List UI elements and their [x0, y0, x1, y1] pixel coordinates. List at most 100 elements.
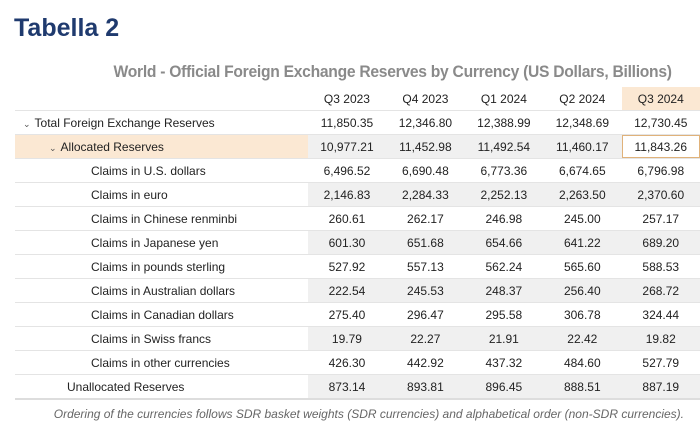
- row-label-text: Unallocated Reserves: [67, 379, 185, 394]
- row-label: Claims in Chinese renminbi: [15, 206, 308, 231]
- row-label: Claims in U.S. dollars: [15, 158, 308, 183]
- value-cell[interactable]: 12,730.45: [621, 110, 700, 135]
- table-row[interactable]: Claims in Swiss francs 19.79 22.27 21.91 22.…: [15, 326, 700, 351]
- row-label-text: Claims in euro: [91, 187, 168, 202]
- table-row[interactable]: Claims in Australian dollars 222.54 245.53…: [15, 278, 700, 303]
- value-cell[interactable]: 641.22: [543, 230, 622, 255]
- value-cell[interactable]: 6,674.65: [543, 158, 622, 183]
- value-cell[interactable]: 257.17: [621, 206, 700, 231]
- value-cell[interactable]: 2,284.33: [386, 182, 465, 207]
- footnote: Ordering of the currencies follows SDR b…: [53, 407, 684, 421]
- row-label-text: Claims in other currencies: [91, 355, 230, 370]
- value-cell[interactable]: 2,146.83: [307, 182, 387, 207]
- value-cell[interactable]: 12,348.69: [543, 110, 622, 135]
- row-label: Claims in pounds sterling: [15, 254, 308, 279]
- value-cell[interactable]: 6,773.36: [464, 158, 544, 183]
- value-cell[interactable]: 262.17: [386, 206, 465, 231]
- value-cell[interactable]: 6,690.48: [386, 158, 465, 183]
- row-label: Claims in other currencies: [15, 350, 308, 375]
- value-cell[interactable]: 11,452.98: [386, 134, 465, 159]
- value-cell[interactable]: 654.66: [464, 230, 544, 255]
- column-header[interactable]: Q1 2024: [480, 91, 527, 106]
- value-cell[interactable]: 2,370.60: [621, 182, 700, 207]
- value-cell[interactable]: 601.30: [307, 230, 387, 255]
- row-label-text: Claims in Australian dollars: [91, 283, 236, 298]
- row-label-text: Total Foreign Exchange Reserves: [34, 115, 215, 130]
- table-subtitle: World - Official Foreign Exchange Reserv…: [113, 62, 672, 81]
- column-header[interactable]: Q3 2024: [621, 87, 700, 111]
- value-cell[interactable]: 562.24: [464, 254, 544, 279]
- value-cell[interactable]: 11,460.17: [543, 134, 622, 159]
- value-cell[interactable]: 887.19: [621, 374, 700, 400]
- value-cell[interactable]: 248.37: [464, 278, 544, 303]
- table-row[interactable]: ⌄ Total Foreign Exchange Reserves 11,850.3…: [15, 110, 700, 135]
- value-cell[interactable]: 2,263.50: [543, 182, 622, 207]
- chevron-down-icon[interactable]: ⌄: [49, 142, 57, 153]
- column-header[interactable]: Q4 2023: [402, 91, 449, 106]
- value-cell[interactable]: 12,388.99: [464, 110, 544, 135]
- value-cell[interactable]: 256.40: [543, 278, 622, 303]
- value-cell[interactable]: 295.58: [464, 302, 544, 327]
- table-row[interactable]: Claims in euro 2,146.83 2,284.33 2,252.13 2,…: [15, 182, 700, 207]
- header-row: Q3 2023 Q4 2023 Q1 2024 Q2 2024 Q3 2024: [15, 87, 700, 111]
- value-cell[interactable]: 527.79: [621, 350, 700, 375]
- value-cell[interactable]: 22.27: [386, 326, 465, 351]
- value-cell[interactable]: 12,346.80: [386, 110, 465, 135]
- value-cell[interactable]: 245.53: [386, 278, 465, 303]
- chevron-down-icon[interactable]: ⌄: [23, 118, 31, 129]
- value-cell[interactable]: 306.78: [543, 302, 622, 327]
- row-label-text: Claims in U.S. dollars: [91, 163, 206, 178]
- value-cell[interactable]: 268.72: [621, 278, 700, 303]
- value-cell[interactable]: 260.61: [307, 206, 387, 231]
- row-label-text: Claims in Chinese renminbi: [91, 211, 238, 226]
- row-label-text: Claims in pounds sterling: [91, 259, 226, 274]
- value-cell[interactable]: 689.20: [621, 230, 700, 255]
- table-row[interactable]: Claims in Chinese renminbi 260.61 262.17 24…: [15, 206, 700, 231]
- value-cell[interactable]: 246.98: [464, 206, 544, 231]
- value-cell[interactable]: 11,492.54: [464, 134, 544, 159]
- table-row[interactable]: Unallocated Reserves 873.14 893.81 896.45 88…: [15, 374, 700, 400]
- row-label: Claims in euro: [15, 182, 308, 207]
- value-cell[interactable]: 222.54: [307, 278, 387, 303]
- value-cell[interactable]: 11,850.35: [307, 110, 387, 135]
- value-cell[interactable]: 896.45: [464, 374, 544, 400]
- column-header[interactable]: Q2 2024: [559, 91, 606, 106]
- value-cell[interactable]: 588.53: [621, 254, 700, 279]
- value-cell[interactable]: 2,252.13: [464, 182, 544, 207]
- table-row[interactable]: ⌄ Allocated Reserves 10,977.21 11,452.98 11,…: [15, 134, 700, 159]
- value-cell[interactable]: 19.82: [621, 326, 700, 351]
- value-cell[interactable]: 437.32: [464, 350, 544, 375]
- value-cell[interactable]: 442.92: [386, 350, 465, 375]
- value-cell[interactable]: 426.30: [307, 350, 387, 375]
- value-cell[interactable]: 6,496.52: [307, 158, 387, 183]
- value-cell[interactable]: 19.79: [307, 326, 387, 351]
- value-cell[interactable]: 10,977.21: [307, 134, 387, 159]
- row-label: Unallocated Reserves: [15, 374, 308, 400]
- row-label-text: Claims in Canadian dollars: [91, 307, 234, 322]
- value-cell[interactable]: 484.60: [543, 350, 622, 375]
- value-cell[interactable]: 21.91: [464, 326, 544, 351]
- table-row[interactable]: Claims in pounds sterling 527.92 557.13 562…: [15, 254, 700, 279]
- table-row[interactable]: Claims in U.S. dollars 6,496.52 6,690.48 6,…: [15, 158, 700, 183]
- value-cell[interactable]: 527.92: [307, 254, 387, 279]
- table-row[interactable]: Claims in Canadian dollars 275.40 296.47 29…: [15, 302, 700, 327]
- value-cell[interactable]: 6,796.98: [621, 158, 700, 183]
- value-cell[interactable]: 557.13: [386, 254, 465, 279]
- value-cell[interactable]: 22.42: [543, 326, 622, 351]
- value-cell[interactable]: 651.68: [386, 230, 465, 255]
- value-cell[interactable]: 245.00: [543, 206, 622, 231]
- page-title: Tabella 2: [14, 14, 120, 42]
- value-cell[interactable]: 11,843.26: [621, 134, 700, 159]
- column-header[interactable]: Q3 2023: [323, 91, 370, 106]
- table-row[interactable]: Claims in other currencies 426.30 442.92 43…: [15, 350, 700, 375]
- value-cell[interactable]: 565.60: [543, 254, 622, 279]
- row-label-text: Allocated Reserves: [60, 139, 164, 154]
- value-cell[interactable]: 324.44: [621, 302, 700, 327]
- value-cell[interactable]: 888.51: [543, 374, 622, 400]
- value-cell[interactable]: 893.81: [386, 374, 465, 400]
- table-row[interactable]: Claims in Japanese yen 601.30 651.68 654.66…: [15, 230, 700, 255]
- value-cell[interactable]: 296.47: [386, 302, 465, 327]
- value-cell[interactable]: 275.40: [307, 302, 387, 327]
- value-cell[interactable]: 873.14: [307, 374, 387, 400]
- row-label: ⌄ Total Foreign Exchange Reserves: [15, 110, 308, 135]
